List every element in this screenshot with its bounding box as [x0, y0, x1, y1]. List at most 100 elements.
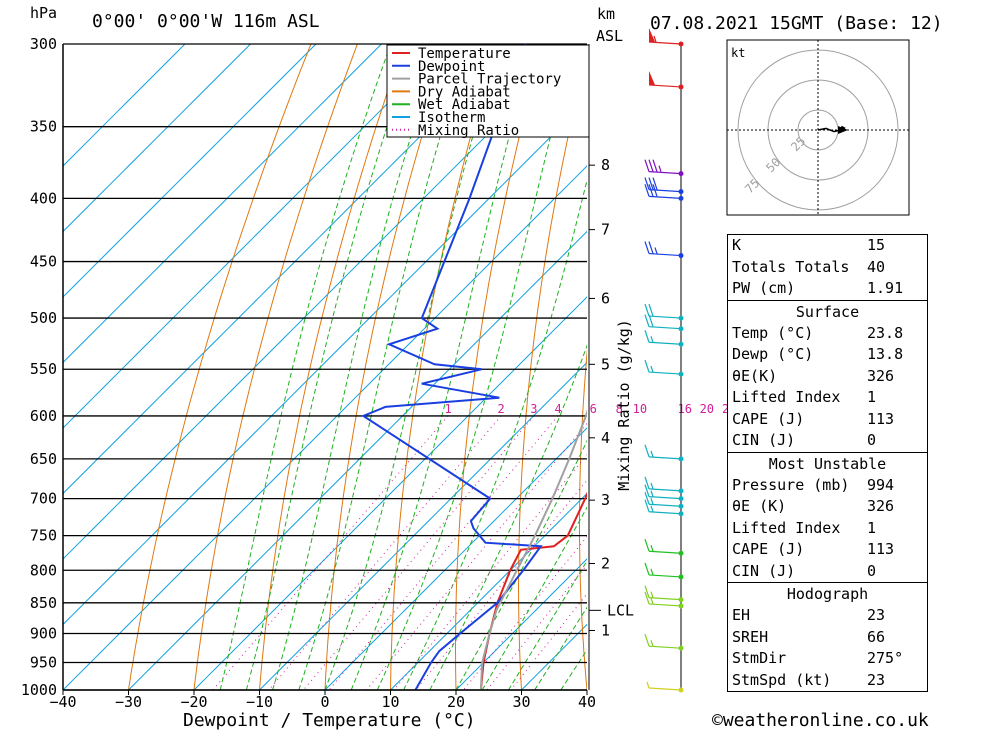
index-value: 23.8 — [867, 323, 904, 342]
x-tick-label: −40 — [49, 693, 76, 711]
index-label: K — [732, 236, 742, 254]
isotherm-line — [63, 44, 186, 167]
wind-barb — [648, 70, 684, 90]
legend-label: Isotherm — [418, 110, 485, 126]
index-row: Pressure (mb) 994 — [728, 475, 927, 497]
wind-barb — [644, 303, 684, 321]
index-row: StmSpd (kt) 23 — [728, 670, 927, 692]
km-tick-label: 2 — [601, 555, 610, 573]
isotherm-line — [63, 44, 317, 298]
pressure-tick-label: 300 — [30, 35, 57, 53]
mixing-ratio-line — [268, 415, 502, 690]
wind-barb — [644, 562, 684, 580]
pressure-unit-label: hPa — [30, 4, 58, 22]
dry-adiabat-line — [696, 44, 729, 690]
index-value: 113 — [867, 540, 895, 558]
wind-barb — [644, 633, 684, 651]
index-row: Temp (°C) 23.8 — [728, 323, 927, 345]
legend-label: Dewpoint — [418, 59, 485, 75]
mixing-ratio-label: 10 — [633, 402, 647, 416]
mixing-ratio-label: 16 — [678, 402, 692, 416]
isotherm-line — [63, 44, 251, 233]
indices-panel: K 15 Totals Totals 40 PW (cm) 1.91 Surface Te… — [727, 234, 928, 692]
legend-label: Wet Adiabat — [418, 97, 511, 113]
index-row: CIN (J) 0 — [728, 561, 927, 583]
index-row: K 15 — [728, 235, 927, 257]
index-value: 66 — [867, 627, 886, 646]
index-value: 13.8 — [867, 345, 904, 363]
isotherm-line — [63, 44, 448, 429]
x-tick-label: −30 — [115, 693, 142, 711]
wind-barb — [644, 476, 684, 494]
index-value: 23 — [867, 606, 886, 624]
km-tick-label: 6 — [601, 289, 610, 307]
index-label: θE (K) — [732, 497, 787, 515]
pressure-tick-label: 750 — [30, 527, 57, 545]
pressure-tick-label: 650 — [30, 450, 57, 468]
wind-barb — [644, 314, 684, 332]
index-label: StmDir — [732, 649, 787, 667]
mixing-ratio-label: 8 — [616, 402, 623, 416]
index-value: 0 — [867, 561, 877, 580]
x-axis-title: Dewpoint / Temperature (°C) — [183, 710, 476, 731]
wind-barb — [644, 359, 684, 377]
km-tick-label: 1 — [601, 621, 610, 639]
pressure-tick-label: 950 — [30, 653, 57, 671]
legend-label: Temperature — [418, 46, 511, 62]
wind-barb — [644, 241, 684, 259]
index-row: θE(K) 326 — [728, 366, 927, 388]
index-label: SREH — [732, 627, 769, 646]
index-row: Totals Totals 40 — [728, 257, 927, 279]
index-row: Dewp (°C) 13.8 — [728, 344, 927, 366]
wind-barb — [644, 184, 684, 201]
index-value: 1.91 — [867, 279, 904, 297]
wet-adiabat-line — [245, 44, 416, 690]
pressure-tick-label: 800 — [30, 561, 57, 579]
mixing-ratio-line — [328, 415, 559, 690]
mixing-ratio-label: 4 — [554, 402, 561, 416]
wet-adiabat-line — [350, 44, 535, 690]
wind-barb — [644, 177, 684, 195]
x-tick-label: 40 — [578, 693, 596, 711]
dry-adiabat-line — [324, 44, 451, 690]
pressure-tick-label: 350 — [30, 118, 57, 136]
asl-unit-label: ASL — [596, 27, 624, 45]
x-tick-label: 0 — [320, 693, 329, 711]
index-row: StmDir 275° — [728, 648, 927, 670]
isotherm-line — [63, 99, 587, 626]
index-label: CAPE (J) — [732, 540, 805, 558]
index-label: Totals Totals — [732, 257, 850, 276]
wet-adiabat-line — [403, 178, 587, 690]
mixing-ratio-label: 1 — [444, 402, 451, 416]
index-label: CIN (J) — [732, 561, 796, 580]
pressure-tick-label: 700 — [30, 490, 57, 508]
mixing-ratio-label: 20 — [700, 402, 714, 416]
wind-barb — [644, 444, 684, 462]
index-row: CAPE (J) 113 — [728, 539, 927, 561]
pressure-tick-label: 450 — [30, 253, 57, 271]
x-tick-label: −20 — [180, 693, 207, 711]
index-label: Temp (°C) — [732, 323, 814, 342]
index-value: 1 — [867, 388, 877, 406]
index-value: 1 — [867, 518, 877, 537]
legend-label: Parcel Trajectory — [418, 72, 561, 88]
wind-barb — [644, 539, 684, 556]
legend-label: Dry Adiabat — [418, 84, 511, 100]
index-row: Lifted Index 1 — [728, 387, 927, 409]
wind-barb — [644, 499, 684, 517]
index-value: 326 — [867, 497, 895, 515]
index-label: Lifted Index — [732, 388, 841, 406]
km-tick-label: 3 — [601, 491, 610, 509]
storm-motion-arrow — [838, 126, 848, 134]
x-tick-label: −10 — [246, 693, 273, 711]
pressure-tick-label: 500 — [30, 309, 57, 327]
dewpoint-line — [361, 44, 543, 690]
km-unit-label: km — [597, 5, 616, 23]
index-row: EH 23 — [728, 605, 927, 627]
x-tick-label: 10 — [381, 693, 399, 711]
index-label: θE(K) — [732, 366, 778, 385]
x-tick-label: 30 — [512, 693, 530, 711]
index-row: θE (K) 326 — [728, 496, 927, 518]
lcl-label: LCL — [607, 601, 634, 619]
